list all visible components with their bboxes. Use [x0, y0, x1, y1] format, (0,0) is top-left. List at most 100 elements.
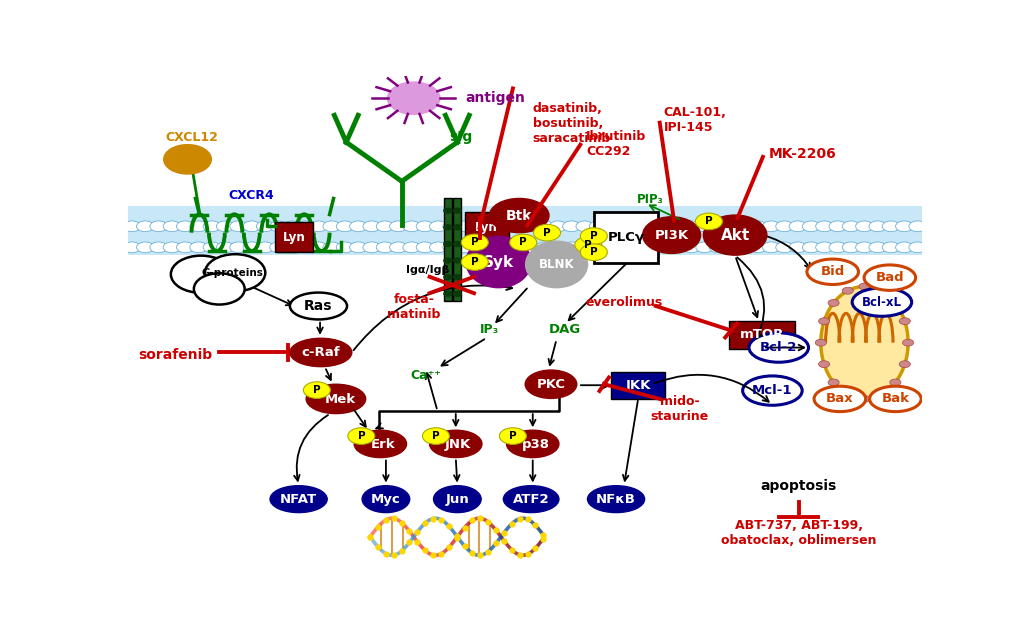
Circle shape	[402, 221, 420, 232]
Circle shape	[696, 242, 714, 253]
Text: sIg: sIg	[450, 130, 473, 144]
Circle shape	[603, 221, 621, 232]
Circle shape	[549, 242, 567, 253]
Circle shape	[203, 221, 220, 232]
Ellipse shape	[814, 386, 865, 411]
Circle shape	[643, 242, 660, 253]
Circle shape	[696, 221, 714, 232]
Ellipse shape	[507, 430, 559, 458]
Ellipse shape	[643, 217, 700, 253]
Circle shape	[442, 221, 461, 232]
Ellipse shape	[525, 241, 588, 288]
Circle shape	[815, 339, 826, 346]
Text: Akt: Akt	[721, 227, 750, 243]
Text: Erk: Erk	[372, 438, 396, 451]
Text: P: P	[590, 247, 598, 257]
Circle shape	[243, 242, 260, 253]
Circle shape	[443, 275, 452, 279]
Circle shape	[828, 300, 839, 306]
Circle shape	[616, 242, 634, 253]
Circle shape	[899, 361, 910, 368]
Circle shape	[216, 242, 233, 253]
Circle shape	[856, 242, 873, 253]
Circle shape	[296, 221, 313, 232]
Circle shape	[763, 242, 780, 253]
Circle shape	[349, 242, 367, 253]
Circle shape	[828, 379, 839, 386]
Circle shape	[349, 221, 367, 232]
Circle shape	[776, 242, 794, 253]
Text: c-Raf: c-Raf	[301, 346, 340, 359]
Circle shape	[842, 391, 853, 398]
Circle shape	[443, 225, 452, 230]
Ellipse shape	[749, 333, 809, 362]
Text: Mcl-1: Mcl-1	[753, 384, 793, 397]
Circle shape	[443, 258, 452, 263]
Text: CXCL12: CXCL12	[165, 131, 218, 144]
Text: Lyn: Lyn	[283, 231, 305, 244]
Circle shape	[776, 221, 794, 232]
Ellipse shape	[290, 338, 352, 366]
Ellipse shape	[807, 259, 858, 284]
Text: PIP₃: PIP₃	[637, 193, 664, 206]
Circle shape	[859, 283, 870, 290]
Circle shape	[869, 221, 887, 232]
Circle shape	[562, 221, 581, 232]
Text: Syk: Syk	[483, 255, 514, 269]
Circle shape	[423, 428, 450, 444]
Circle shape	[336, 242, 353, 253]
Ellipse shape	[430, 430, 482, 458]
FancyBboxPatch shape	[128, 206, 922, 255]
Ellipse shape	[864, 265, 915, 290]
Circle shape	[630, 221, 647, 232]
Circle shape	[176, 242, 194, 253]
Circle shape	[510, 234, 537, 251]
Text: p38: p38	[522, 438, 550, 451]
Circle shape	[683, 242, 700, 253]
Text: PLCγ: PLCγ	[608, 231, 645, 244]
Circle shape	[670, 221, 687, 232]
Circle shape	[575, 221, 594, 232]
Circle shape	[710, 221, 727, 232]
Circle shape	[323, 221, 340, 232]
Ellipse shape	[354, 430, 407, 458]
Circle shape	[790, 242, 807, 253]
Text: ATF2: ATF2	[513, 493, 550, 505]
Circle shape	[581, 228, 607, 244]
Circle shape	[670, 242, 687, 253]
Circle shape	[509, 242, 527, 253]
Circle shape	[574, 237, 602, 253]
Circle shape	[163, 221, 180, 232]
Circle shape	[416, 242, 433, 253]
Ellipse shape	[290, 293, 347, 319]
Circle shape	[362, 221, 380, 232]
Circle shape	[683, 221, 700, 232]
Circle shape	[461, 234, 488, 251]
Circle shape	[429, 221, 446, 232]
Text: P: P	[432, 431, 439, 441]
Circle shape	[856, 221, 873, 232]
Text: Ras: Ras	[304, 299, 333, 313]
Circle shape	[842, 287, 853, 294]
Circle shape	[869, 242, 887, 253]
Circle shape	[283, 221, 300, 232]
Text: G-proteins: G-proteins	[202, 268, 264, 277]
Text: NFAT: NFAT	[280, 493, 317, 505]
Circle shape	[454, 241, 462, 246]
Circle shape	[176, 221, 194, 232]
Text: P: P	[706, 217, 713, 227]
Text: Mek: Mek	[326, 394, 356, 406]
Circle shape	[509, 221, 527, 232]
Circle shape	[763, 221, 780, 232]
Circle shape	[536, 242, 554, 253]
Circle shape	[150, 242, 167, 253]
Circle shape	[461, 254, 488, 271]
Circle shape	[522, 221, 541, 232]
Circle shape	[581, 244, 607, 260]
Text: JNK: JNK	[445, 438, 471, 451]
Text: P: P	[357, 431, 366, 441]
FancyBboxPatch shape	[465, 212, 509, 243]
Circle shape	[389, 221, 407, 232]
Circle shape	[243, 221, 260, 232]
Text: DAG: DAG	[549, 323, 582, 336]
